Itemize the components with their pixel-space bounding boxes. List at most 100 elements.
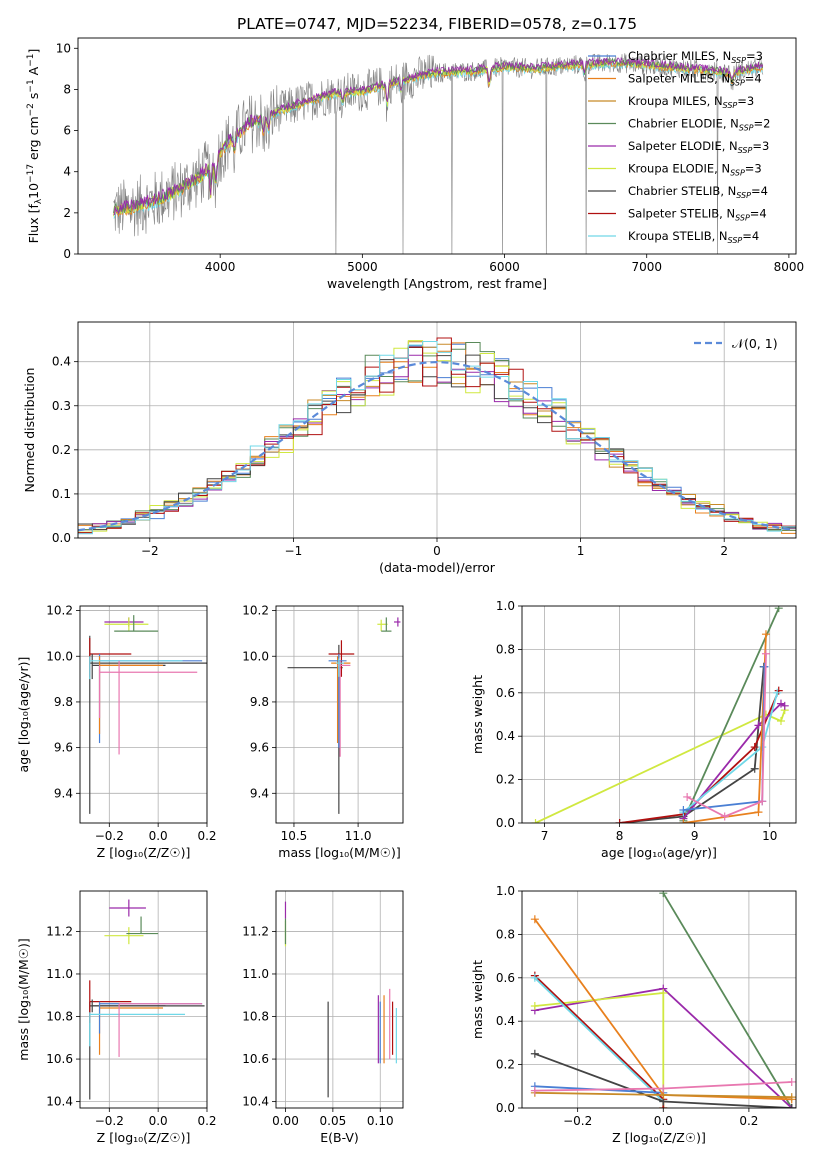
data-point bbox=[89, 637, 132, 677]
legend-entry: Salpeter MILES, NSSP=4 bbox=[628, 72, 762, 88]
series-marker bbox=[531, 819, 540, 823]
data-point bbox=[287, 644, 343, 814]
axes-frame bbox=[521, 890, 797, 1109]
x-tick-label: 0.05 bbox=[320, 1114, 347, 1128]
series-marker bbox=[679, 819, 688, 823]
y-tick-label: 1.0 bbox=[496, 599, 515, 613]
data-point bbox=[104, 617, 149, 632]
y-tick-label: 0.2 bbox=[52, 443, 71, 457]
series-marker bbox=[530, 1086, 539, 1095]
y-tick-label: 0.4 bbox=[496, 729, 515, 743]
series-line bbox=[686, 653, 767, 818]
y-tick-label: 10.2 bbox=[46, 604, 73, 618]
mass_vs_Z-chart: −0.2 0.0 0.2 10.4 10.6 10.8 11.0 11.2 Z [log₁₀(Z… bbox=[16, 890, 217, 1145]
figure-title: PLATE=0747, MJD=52234, FIBERID=0578, z=0… bbox=[237, 15, 637, 33]
mass_vs_EBV-chart: 0.00 0.05 0.10 10.4 10.6 10.8 11.0 11.2 E(B-V) bbox=[242, 890, 404, 1145]
x-tick-label: 0.0 bbox=[149, 1114, 168, 1128]
y-tick-label: 9.4 bbox=[250, 786, 269, 800]
y-tick-label: 10.6 bbox=[242, 1052, 269, 1066]
y-tick-label: 0.3 bbox=[52, 399, 71, 413]
age_vs_Z-chart: −0.2 0.0 0.2 9.4 9.6 9.8 10.0 10.2 Z [log₁₀(Z/Z☉… bbox=[16, 604, 217, 860]
series-marker bbox=[750, 764, 759, 773]
y-tick-label: 6 bbox=[63, 124, 71, 138]
axes-frame bbox=[275, 890, 404, 1109]
x-tick-label: 4000 bbox=[205, 260, 236, 274]
data-point bbox=[126, 916, 159, 935]
y-axis-label: age [log₁₀(age/yr)] bbox=[16, 657, 31, 773]
series-marker bbox=[683, 792, 692, 801]
legend-entry: Kroupa MILES, NSSP=3 bbox=[628, 94, 754, 110]
legend-entry: Chabrier MILES, NSSP=3 bbox=[628, 49, 763, 65]
series-marker bbox=[754, 721, 763, 730]
series-chabrier_elodie bbox=[659, 891, 796, 1108]
series-chabrier_miles bbox=[679, 662, 769, 814]
x-tick-label: 0.10 bbox=[367, 1114, 394, 1128]
weight_vs_Z-chart: −0.2 0.0 0.2 0.0 0.2 0.4 0.6 0.8 1.0 Z [log₁₀(Z/Z… bbox=[470, 884, 797, 1145]
series-marker bbox=[787, 1104, 796, 1108]
series-kroupa_stelib bbox=[679, 688, 782, 817]
series-marker bbox=[530, 973, 539, 982]
series-line bbox=[619, 690, 780, 823]
spectrum-plot-area bbox=[113, 53, 764, 254]
series-kroupa_stelib bbox=[530, 973, 668, 1106]
spectrum-legend: Chabrier MILES, NSSP=3 Salpeter MILES, NS… bbox=[588, 49, 770, 245]
data-point bbox=[336, 658, 344, 677]
series-marker bbox=[787, 1093, 796, 1102]
data-point bbox=[89, 1012, 186, 1047]
x-tick-label: −2 bbox=[141, 544, 159, 558]
data-point bbox=[91, 999, 166, 1013]
y-tick-label: 10.2 bbox=[242, 604, 269, 618]
series-marker bbox=[774, 606, 783, 613]
y-tick-label: 0.6 bbox=[496, 686, 515, 700]
y-tick-label: 0.0 bbox=[52, 531, 71, 545]
axes-frame bbox=[79, 605, 208, 824]
axes-frame bbox=[521, 605, 797, 824]
x-axis-label: (data-model)/error bbox=[379, 560, 496, 575]
series-marker bbox=[776, 717, 785, 726]
series-line bbox=[682, 607, 780, 822]
data-point bbox=[104, 617, 144, 627]
y-tick-label: 0.1 bbox=[52, 487, 71, 501]
residuals-chart: −2 −1 0 1 2 0.0 0.1 0.2 0.3 0.4 (data-model)/error… bbox=[22, 321, 797, 575]
x-axis-label: age [log₁₀(age/yr)] bbox=[601, 845, 717, 860]
y-tick-label: 10.0 bbox=[242, 649, 269, 663]
series-chabrier_stelib bbox=[530, 1049, 796, 1108]
y-tick-label: 0.6 bbox=[496, 971, 515, 985]
mass_vs_EBV-plot-area bbox=[276, 891, 403, 1108]
x-tick-label: 7000 bbox=[631, 260, 662, 274]
histogram-kroupa_stelib bbox=[78, 341, 796, 535]
series-marker bbox=[750, 743, 759, 752]
model-spectrum-salpeter_elodie bbox=[113, 56, 764, 216]
y-axis-label: mass [log₁₀(M/M☉)] bbox=[16, 938, 31, 1060]
data-point bbox=[337, 660, 351, 757]
x-axis-label: Z [log₁₀(Z/Z☉)] bbox=[612, 1130, 706, 1145]
data-point bbox=[91, 653, 166, 680]
series-pink bbox=[683, 649, 770, 821]
data-point bbox=[118, 1003, 203, 1057]
legend-entry-gauss: 𝒩(0, 1) bbox=[732, 336, 778, 351]
legend-entry: Salpeter STELIB, NSSP=4 bbox=[628, 207, 767, 223]
series-marker bbox=[761, 649, 770, 658]
y-tick-label: 9.6 bbox=[250, 741, 269, 755]
y-axis-label: Flux [fλ10−17 erg cm−2 s−1 A−1] bbox=[26, 49, 44, 244]
series-marker bbox=[659, 891, 668, 898]
series-marker bbox=[787, 1077, 796, 1086]
weight_vs_Z-plot-area bbox=[522, 891, 796, 1108]
series-line bbox=[682, 702, 786, 820]
series-marker bbox=[530, 1049, 539, 1058]
y-axis-label: mass weight bbox=[470, 960, 485, 1039]
x-tick-label: 0.2 bbox=[739, 1114, 758, 1128]
data-point bbox=[89, 635, 207, 814]
x-tick-label: 0.0 bbox=[654, 1114, 673, 1128]
x-tick-label: 11.0 bbox=[345, 829, 372, 843]
weight_vs_age-chart: 7 8 9 10 0.0 0.2 0.4 0.6 0.8 1.0 age [log₁₀(age/yr… bbox=[470, 599, 797, 860]
y-tick-label: 10.6 bbox=[46, 1052, 73, 1066]
y-tick-label: 0.0 bbox=[496, 816, 515, 830]
data-point bbox=[381, 617, 392, 632]
y-tick-label: 11.2 bbox=[46, 924, 73, 938]
y-tick-label: 2 bbox=[63, 206, 71, 220]
y-tick-label: 1.0 bbox=[496, 884, 515, 898]
x-tick-label: 6000 bbox=[489, 260, 520, 274]
y-tick-label: 0.4 bbox=[496, 1014, 515, 1028]
legend-entry: Chabrier ELODIE, NSSP=2 bbox=[628, 117, 770, 133]
